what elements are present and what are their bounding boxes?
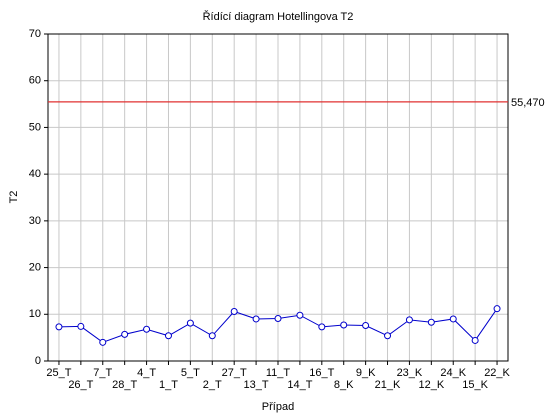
- plot-frame: [47, 33, 509, 362]
- data-point: [208, 332, 216, 340]
- data-point: [471, 336, 479, 344]
- y-tick-label: 0: [35, 355, 41, 367]
- data-point: [164, 332, 172, 340]
- data-point: [77, 322, 85, 330]
- data-point: [143, 325, 151, 333]
- x-tick-label: 25_T: [46, 367, 71, 379]
- data-point: [318, 323, 326, 331]
- data-point: [99, 338, 107, 346]
- data-point: [252, 315, 260, 323]
- y-tick-label: 50: [29, 121, 41, 133]
- data-point: [274, 314, 282, 322]
- data-point: [230, 307, 238, 315]
- x-tick-label: 8_K: [334, 379, 354, 391]
- y-tick-label: 10: [29, 308, 41, 320]
- x-tick-label: 5_T: [181, 367, 200, 379]
- data-point: [55, 323, 63, 331]
- data-point: [449, 315, 457, 323]
- x-tick-label: 4_T: [137, 367, 156, 379]
- x-tick-label: 27_T: [222, 367, 247, 379]
- x-tick-label: 16_T: [309, 367, 334, 379]
- y-tick-label: 30: [29, 215, 41, 227]
- x-tick-label: 1_T: [159, 379, 178, 391]
- y-tick-label: 60: [29, 75, 41, 87]
- data-point: [340, 321, 348, 329]
- data-point: [427, 318, 435, 326]
- y-tick-label: 20: [29, 261, 41, 273]
- x-tick-label: 24_K: [440, 367, 466, 379]
- x-tick-label: 23_K: [397, 367, 423, 379]
- data-point: [384, 332, 392, 340]
- x-tick-label: 14_T: [287, 379, 312, 391]
- x-axis-label: Případ: [262, 401, 294, 413]
- x-tick-label: 22_K: [484, 367, 510, 379]
- y-axis-label: T2: [8, 191, 20, 204]
- data-point: [362, 321, 370, 329]
- x-tick-label: 28_T: [112, 379, 137, 391]
- x-tick-label: 26_T: [68, 379, 93, 391]
- data-point: [405, 316, 413, 324]
- x-tick-label: 7_T: [93, 367, 112, 379]
- chart-title: Řídící diagram Hotellingova T2: [203, 10, 354, 23]
- data-point: [296, 311, 304, 319]
- x-tick-label: 21_K: [375, 379, 401, 391]
- x-tick-label: 9_K: [356, 367, 376, 379]
- x-tick-label: 11_T: [266, 367, 291, 379]
- x-tick-label: 2_T: [203, 379, 222, 391]
- data-point: [493, 305, 501, 313]
- y-tick-label: 70: [29, 28, 41, 40]
- x-tick-label: 13_T: [244, 379, 269, 391]
- x-tick-label: 12_K: [418, 379, 444, 391]
- data-point: [121, 330, 129, 338]
- data-point: [186, 319, 194, 327]
- y-tick-label: 40: [29, 168, 41, 180]
- x-tick-label: 15_K: [462, 379, 488, 391]
- control-limit-label: 55,470: [511, 97, 545, 109]
